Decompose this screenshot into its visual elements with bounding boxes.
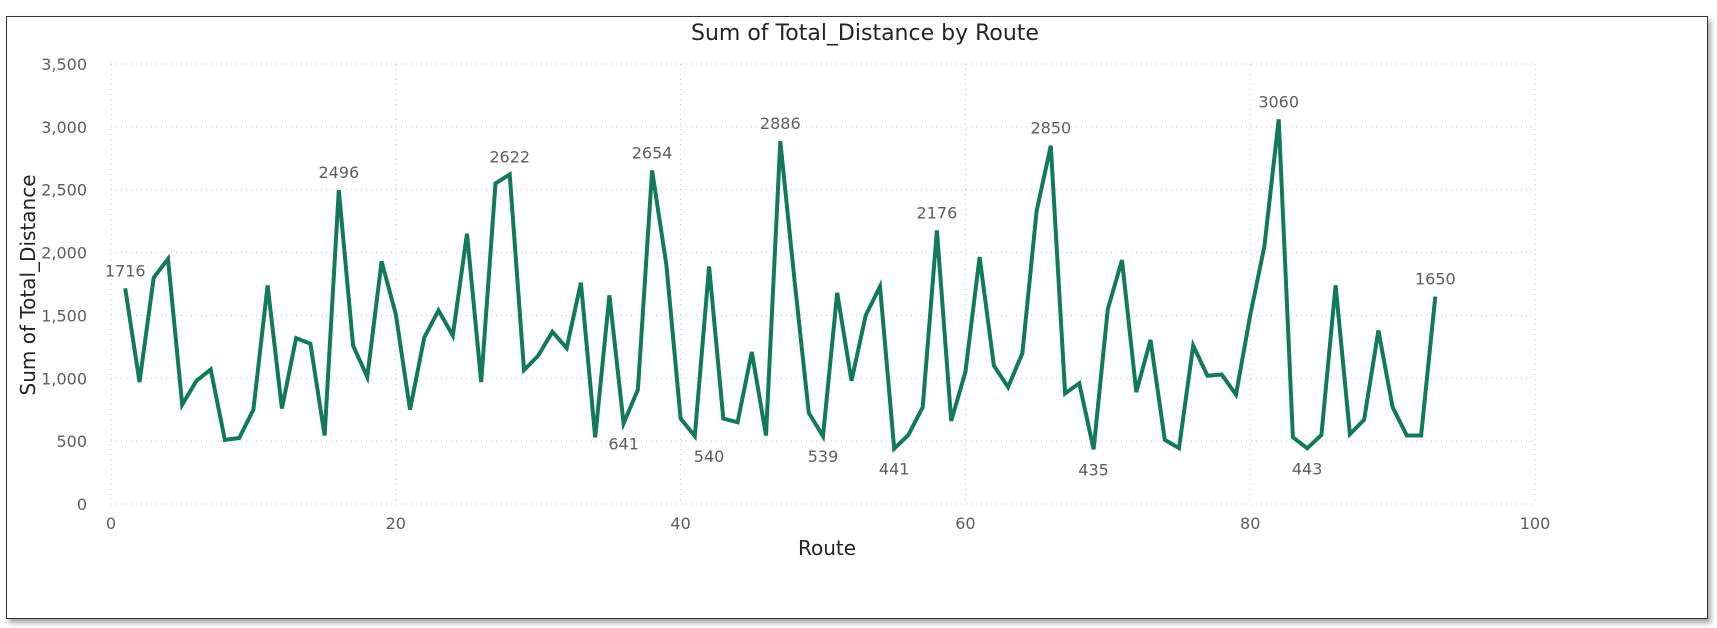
- x-tick-label: 100: [1520, 514, 1551, 533]
- y-axis-ticks: 0 500 1,000 1,500 2,000 2,500 3,000 3,500: [41, 55, 87, 514]
- data-label: 443: [1292, 459, 1323, 478]
- data-label: 2850: [1030, 119, 1071, 138]
- x-tick-label: 40: [670, 514, 690, 533]
- data-label: 2176: [917, 203, 958, 222]
- chart-frame: Sum of Total_Distance by Route 0 500 1,000…: [6, 16, 1708, 619]
- data-label: 540: [694, 447, 725, 466]
- data-label: 3060: [1258, 92, 1299, 111]
- line-chart: Sum of Total_Distance by Route 0 500 1,000…: [16, 21, 1550, 560]
- series-line: [123, 119, 1438, 453]
- y-tick-label: 1,000: [41, 369, 87, 388]
- data-label: 1650: [1415, 270, 1456, 289]
- chart-title: Sum of Total_Distance by Route: [691, 21, 1039, 46]
- data-label: 2886: [760, 114, 801, 133]
- x-axis-ticks: 0 20 40 60 80 100: [106, 514, 1550, 533]
- y-tick-label: 1,500: [41, 306, 87, 325]
- data-label: 641: [608, 434, 639, 453]
- data-label: 2654: [632, 143, 673, 162]
- y-tick-label: 2,500: [41, 181, 87, 200]
- data-label: 539: [808, 447, 839, 466]
- data-label: 1716: [105, 261, 146, 280]
- x-tick-label: 0: [106, 514, 116, 533]
- x-tick-label: 60: [955, 514, 975, 533]
- y-tick-label: 0: [77, 495, 87, 514]
- y-tick-label: 3,500: [41, 55, 87, 74]
- y-tick-label: 500: [56, 432, 87, 451]
- data-label: 441: [879, 460, 910, 479]
- grid-lines: [110, 63, 1536, 505]
- y-tick-label: 3,000: [41, 118, 87, 137]
- y-tick-label: 2,000: [41, 244, 87, 263]
- data-label: 435: [1078, 460, 1109, 479]
- data-label: 2622: [489, 147, 530, 166]
- data-labels: 1716 2496 2622 641 2654 540 2886 539 441 2176 2850…: [105, 92, 1456, 479]
- data-label: 2496: [318, 163, 359, 182]
- y-axis-title: Sum of Total_Distance: [16, 174, 40, 395]
- x-tick-label: 20: [386, 514, 406, 533]
- x-tick-label: 80: [1240, 514, 1260, 533]
- series-layer: [123, 119, 1438, 453]
- x-axis-title: Route: [798, 536, 856, 560]
